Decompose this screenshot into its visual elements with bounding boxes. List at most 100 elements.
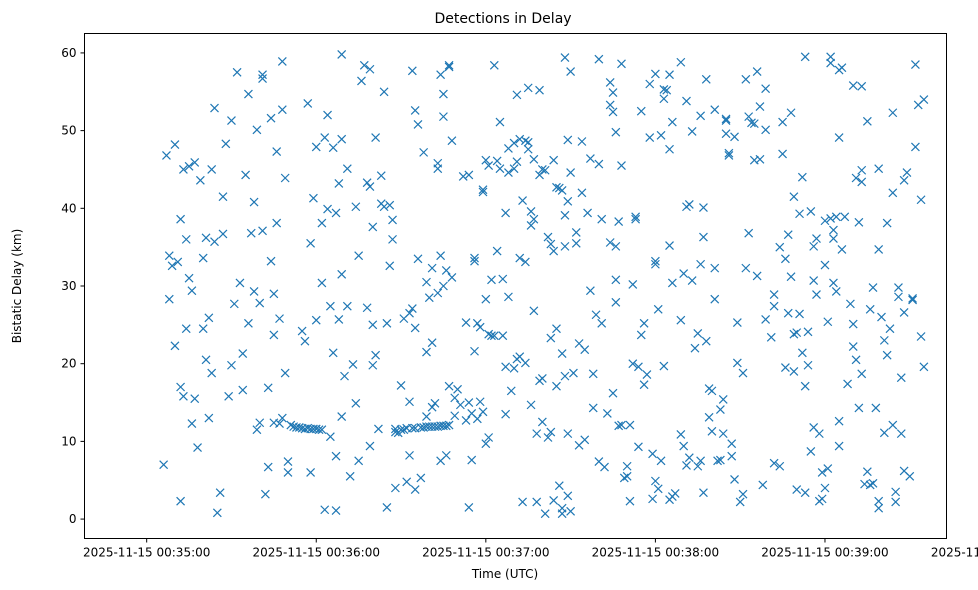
data-point	[187, 419, 197, 428]
data-point	[526, 220, 536, 230]
data-point	[467, 455, 477, 465]
data-point	[317, 425, 327, 435]
data-point	[365, 441, 375, 451]
data-point	[724, 151, 734, 160]
data-point	[537, 165, 547, 174]
y-tick-label: 60	[61, 46, 76, 60]
data-point	[546, 333, 556, 343]
data-point	[444, 381, 454, 391]
data-point	[665, 144, 674, 154]
data-point	[439, 89, 448, 99]
data-point	[252, 125, 262, 135]
data-point	[504, 292, 513, 302]
data-point	[478, 187, 488, 197]
data-point	[721, 129, 731, 139]
data-point	[902, 168, 912, 177]
data-point	[512, 157, 522, 167]
data-point	[331, 451, 341, 461]
data-point	[509, 363, 519, 373]
data-point	[560, 241, 570, 251]
data-point	[368, 360, 378, 370]
data-point	[738, 489, 748, 499]
data-point	[800, 488, 810, 498]
data-point	[371, 350, 381, 360]
data-point	[792, 328, 802, 338]
data-point	[444, 62, 454, 72]
data-point	[631, 214, 641, 224]
data-point	[919, 95, 929, 104]
data-point	[543, 433, 553, 442]
data-point	[891, 487, 901, 497]
data-point	[817, 494, 827, 504]
data-point	[636, 106, 646, 116]
data-point	[634, 442, 643, 452]
data-point	[458, 172, 468, 181]
data-point	[755, 154, 765, 164]
data-point	[439, 281, 448, 291]
data-point	[755, 102, 765, 111]
data-point	[653, 304, 663, 314]
data-point	[405, 308, 414, 318]
data-point	[653, 484, 663, 494]
data-point	[639, 380, 649, 390]
data-point	[636, 330, 646, 340]
data-point	[594, 159, 604, 169]
data-point	[176, 214, 186, 224]
data-point	[625, 420, 635, 430]
data-point	[472, 318, 482, 328]
data-point	[399, 425, 409, 435]
data-point	[317, 218, 327, 228]
data-point	[252, 425, 262, 435]
data-point	[546, 427, 556, 437]
data-point	[379, 87, 389, 97]
data-point	[207, 368, 217, 378]
data-point	[294, 422, 304, 432]
data-point	[416, 473, 426, 483]
data-point	[258, 74, 267, 83]
data-point	[328, 348, 338, 358]
data-point	[306, 238, 316, 248]
data-point	[552, 381, 561, 391]
data-point	[812, 290, 821, 299]
data-point	[518, 497, 527, 507]
data-point	[656, 130, 666, 140]
data-point	[721, 114, 731, 124]
data-point	[699, 488, 708, 498]
data-point	[422, 347, 431, 357]
data-point	[246, 228, 256, 238]
data-point	[396, 425, 406, 435]
data-point	[806, 206, 816, 216]
data-point	[532, 497, 542, 507]
data-point	[484, 329, 494, 339]
data-point	[314, 425, 324, 435]
data-point	[563, 491, 573, 501]
data-point	[410, 323, 420, 333]
data-point	[441, 266, 451, 275]
data-point	[487, 275, 496, 285]
data-point	[323, 204, 332, 214]
data-point	[687, 126, 697, 136]
data-point	[413, 254, 423, 264]
data-point	[280, 368, 290, 378]
data-point	[210, 237, 219, 247]
data-point	[797, 172, 807, 182]
data-point	[495, 117, 505, 127]
data-point	[769, 458, 779, 468]
data-point	[405, 397, 414, 407]
data-point	[277, 413, 287, 423]
data-point	[227, 360, 236, 370]
data-point	[665, 70, 674, 80]
data-point	[707, 386, 717, 396]
data-point	[227, 116, 236, 125]
data-point	[701, 74, 711, 84]
data-point	[331, 208, 341, 218]
data-point	[831, 287, 841, 296]
data-point	[357, 76, 366, 86]
data-point	[309, 193, 318, 203]
data-point	[809, 276, 819, 285]
data-point	[260, 489, 270, 499]
data-point	[506, 386, 516, 396]
data-point	[410, 105, 420, 115]
data-point	[783, 230, 793, 240]
data-point	[337, 50, 347, 59]
